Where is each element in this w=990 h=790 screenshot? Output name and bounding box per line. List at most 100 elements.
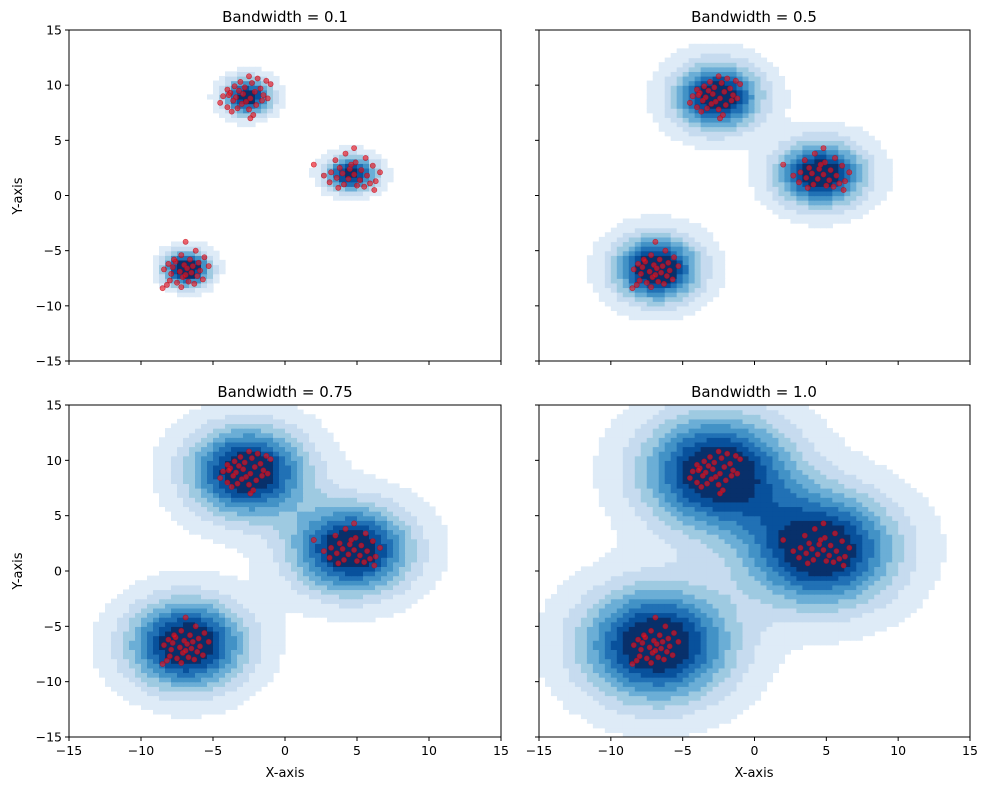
contour-cell <box>225 418 232 425</box>
contour-cell <box>562 667 570 674</box>
contour-cell <box>646 310 654 316</box>
contour-cell <box>315 580 322 586</box>
scatter-point <box>267 456 274 463</box>
contour-cell <box>195 621 202 627</box>
contour-cell <box>159 681 166 687</box>
contour-cell <box>718 686 726 692</box>
contour-cell <box>165 478 172 484</box>
contour-cell <box>351 515 358 521</box>
contour-cell <box>165 571 172 577</box>
contour-cell <box>177 681 184 687</box>
contour-cell <box>658 246 666 252</box>
contour-cell <box>730 121 738 128</box>
contour-cell <box>321 437 328 443</box>
contour-cell <box>279 575 286 581</box>
contour-cell <box>562 658 570 664</box>
contour-cell <box>345 460 352 466</box>
contour-cell <box>339 190 346 197</box>
contour-cell <box>267 89 274 95</box>
contour-cell <box>165 672 172 678</box>
contour-cell <box>706 273 714 279</box>
scatter-point <box>182 238 189 245</box>
contour-cell <box>93 663 100 669</box>
contour-cell <box>724 667 732 674</box>
contour-cell <box>201 423 208 429</box>
contour-cell <box>159 686 166 692</box>
contour-cell <box>405 534 412 540</box>
contour-cell <box>838 195 845 201</box>
contour-cell <box>748 172 756 178</box>
contour-cell <box>676 663 684 669</box>
contour-cell <box>357 497 364 503</box>
contour-cell <box>111 686 118 692</box>
contour-cell <box>790 200 798 206</box>
contour-cell <box>784 200 792 206</box>
contour-cell <box>658 654 666 660</box>
contour-cell <box>718 704 726 710</box>
contour-cell <box>207 686 214 692</box>
contour-cell <box>706 704 714 710</box>
contour-cell <box>273 451 280 457</box>
contour-cell <box>273 580 280 586</box>
contour-cell <box>399 497 406 503</box>
contour-cell <box>309 511 316 517</box>
contour-cell <box>327 455 334 461</box>
contour-cell <box>327 561 334 567</box>
contour-cell <box>610 241 618 247</box>
scatter-point <box>836 180 843 187</box>
contour-cell <box>207 700 214 706</box>
scatter-point <box>830 183 837 190</box>
contour-cell <box>700 704 708 710</box>
contour-cell <box>357 478 364 484</box>
contour-cell <box>345 488 352 494</box>
contour-cell <box>171 667 178 674</box>
contour-cell <box>868 177 875 183</box>
contour-cell <box>850 181 857 187</box>
contour-cell <box>141 649 148 655</box>
contour-cell <box>147 663 154 669</box>
contour-cell <box>183 246 190 252</box>
contour-cell <box>664 654 672 660</box>
contour-cell <box>291 538 298 544</box>
contour-cell <box>369 483 376 489</box>
contour-cell <box>868 172 875 178</box>
scatter-point <box>345 175 352 182</box>
contour-cell <box>279 405 286 411</box>
contour-cell <box>387 571 394 577</box>
contour-cell <box>652 246 660 252</box>
contour-cell <box>598 713 606 720</box>
contour-cell <box>189 617 196 623</box>
contour-cell <box>231 584 238 591</box>
contour-cell <box>201 695 208 701</box>
contour-cell <box>634 732 642 737</box>
contour-cell <box>213 598 220 604</box>
contour-cell <box>700 140 708 146</box>
contour-cell <box>405 557 412 563</box>
contour-cell <box>171 658 178 664</box>
contour-cell <box>405 589 412 595</box>
contour-cell <box>724 52 732 59</box>
contour-cell <box>718 663 726 669</box>
contour-cell <box>249 460 256 466</box>
contour-cell <box>556 667 564 674</box>
contour-cell <box>586 677 594 683</box>
contour-cell <box>213 640 220 646</box>
scatter-point <box>234 105 241 112</box>
contour-cell <box>586 259 594 266</box>
contour-cell <box>778 94 786 100</box>
contour-cell <box>766 66 774 72</box>
contour-cell <box>616 677 624 683</box>
contour-cell <box>393 497 400 503</box>
contour-cell <box>219 667 226 674</box>
contour-cell <box>562 663 570 669</box>
contour-cell <box>826 172 833 178</box>
contour-cell <box>592 658 600 664</box>
contour-cell <box>832 218 839 224</box>
contour-cell <box>838 167 845 174</box>
contour-cell <box>634 695 642 701</box>
contour-cell <box>237 451 244 457</box>
contour-cell <box>351 154 358 160</box>
contour-cell <box>303 557 310 563</box>
contour-cell <box>664 75 672 82</box>
contour-cell <box>243 103 250 109</box>
